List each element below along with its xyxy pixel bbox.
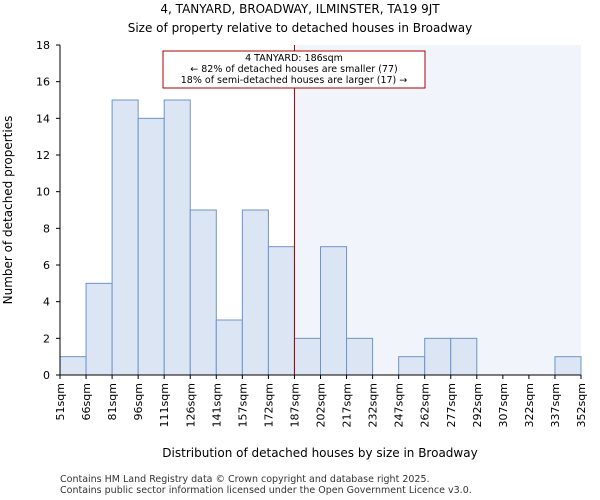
x-tick-label: 141sqm bbox=[210, 383, 223, 427]
bar-172sqm bbox=[267, 246, 295, 376]
x-tick-label: 307sqm bbox=[497, 383, 510, 427]
x-tick-label: 322sqm bbox=[523, 383, 536, 427]
annotation-line1: 4 TANYARD: 186sqm bbox=[245, 53, 343, 64]
y-tick-label: 6 bbox=[43, 259, 50, 272]
x-tick-label: 96sqm bbox=[132, 383, 145, 420]
bar-262sqm bbox=[424, 337, 452, 376]
x-tick-label: 232sqm bbox=[367, 383, 380, 427]
y-tick-label: 18 bbox=[36, 39, 50, 52]
x-axis-label: Distribution of detached houses by size … bbox=[162, 446, 477, 460]
y-tick-label: 4 bbox=[43, 296, 50, 309]
chart-subtitle: Size of property relative to detached ho… bbox=[128, 21, 473, 35]
x-tick-label: 157sqm bbox=[236, 383, 249, 427]
footer-copyright: Contains HM Land Registry data © Crown c… bbox=[60, 474, 430, 485]
x-tick-label: 126sqm bbox=[184, 383, 197, 427]
bar-187sqm bbox=[293, 337, 322, 376]
x-tick-label: 81sqm bbox=[106, 383, 119, 420]
x-tick-label: 111sqm bbox=[158, 383, 171, 427]
bar-111sqm bbox=[163, 99, 191, 376]
bar-202sqm bbox=[320, 246, 348, 376]
bar-277sqm bbox=[450, 337, 478, 376]
y-tick-label: 10 bbox=[36, 186, 50, 199]
bar-141sqm bbox=[215, 319, 243, 376]
annotation-line3: 18% of semi-detached houses are larger (… bbox=[181, 75, 408, 86]
bar-217sqm bbox=[346, 337, 374, 376]
x-tick-label: 352sqm bbox=[575, 383, 588, 427]
x-tick-label: 247sqm bbox=[393, 383, 406, 427]
y-tick-label: 0 bbox=[43, 369, 50, 382]
y-tick-label: 2 bbox=[43, 332, 50, 345]
bar-81sqm bbox=[111, 99, 139, 376]
y-tick-label: 8 bbox=[43, 222, 50, 235]
y-tick-label: 14 bbox=[36, 112, 50, 125]
bar-51sqm bbox=[59, 356, 87, 376]
y-tick-label: 12 bbox=[36, 149, 50, 162]
bar-96sqm bbox=[137, 117, 165, 376]
chart-title: 4, TANYARD, BROADWAY, ILMINSTER, TA19 9J… bbox=[160, 2, 440, 16]
y-axis-label: Number of detached properties bbox=[1, 116, 15, 305]
x-tick-label: 292sqm bbox=[471, 383, 484, 427]
x-tick-label: 187sqm bbox=[288, 383, 301, 427]
bar-337sqm bbox=[554, 356, 582, 376]
y-tick-label: 16 bbox=[36, 76, 50, 89]
footer-licence: Contains public sector information licen… bbox=[60, 485, 472, 496]
x-tick-label: 51sqm bbox=[54, 383, 67, 420]
x-tick-label: 217sqm bbox=[341, 383, 354, 427]
bar-126sqm bbox=[189, 209, 217, 376]
bar-247sqm bbox=[398, 356, 426, 376]
x-tick-label: 172sqm bbox=[262, 383, 275, 427]
x-tick-label: 277sqm bbox=[445, 383, 458, 427]
x-tick-label: 262sqm bbox=[419, 383, 432, 427]
x-tick-label: 337sqm bbox=[549, 383, 562, 427]
bar-66sqm bbox=[85, 282, 113, 376]
annotation-line2: ← 82% of detached houses are smaller (77… bbox=[190, 64, 397, 75]
bar-157sqm bbox=[241, 209, 269, 376]
x-tick-label: 66sqm bbox=[80, 383, 93, 420]
x-tick-label: 202sqm bbox=[315, 383, 328, 427]
annotation-box bbox=[162, 50, 426, 89]
